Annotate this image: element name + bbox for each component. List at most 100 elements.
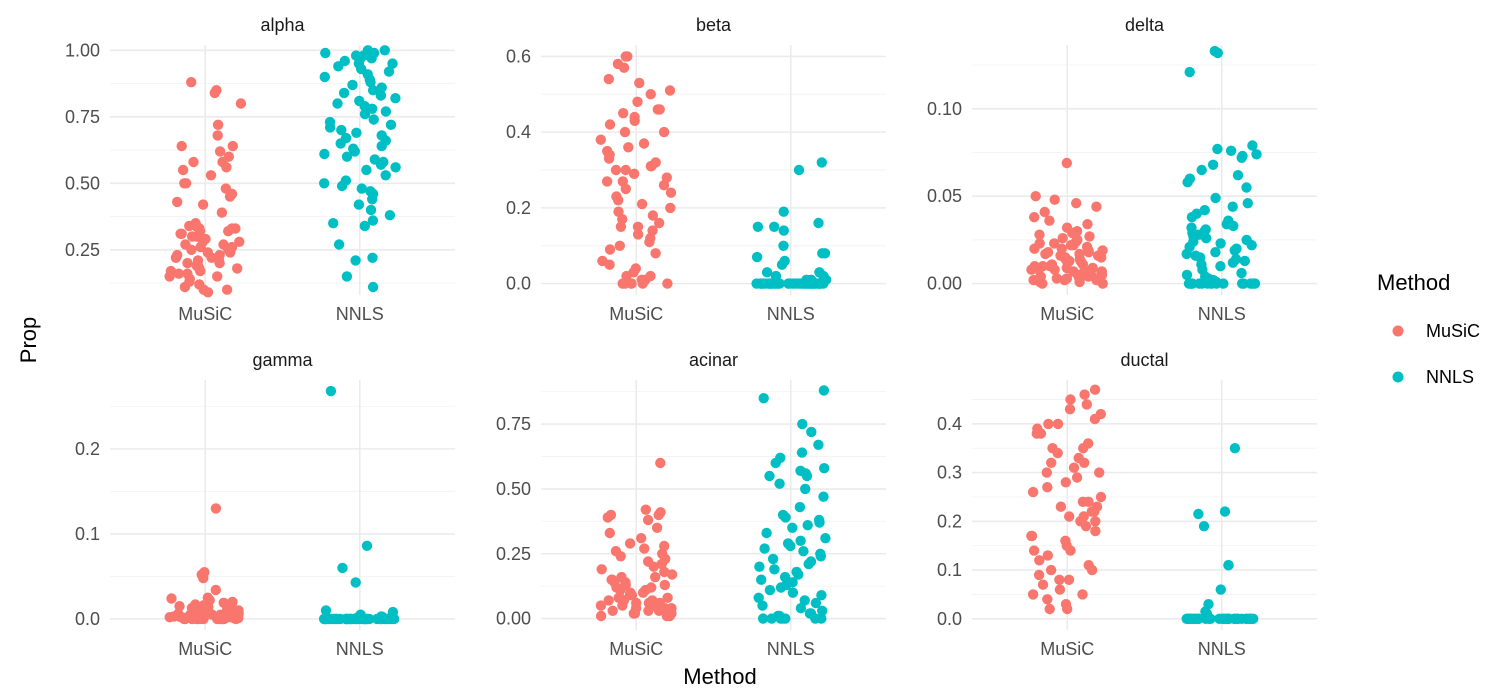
data-point-nnls — [1227, 257, 1239, 268]
data-point-music — [1043, 418, 1054, 430]
data-point-nnls — [333, 239, 345, 250]
y-tick-label: 0.0 — [937, 609, 962, 629]
data-point-music — [665, 202, 676, 214]
data-point-music — [1029, 243, 1040, 254]
data-point-music — [656, 558, 667, 570]
data-point-music — [188, 156, 199, 168]
data-point-music — [1091, 201, 1102, 212]
data-point-music — [164, 271, 175, 282]
data-point-music — [1086, 564, 1098, 576]
data-point-nnls — [375, 90, 387, 101]
data-point-nnls — [359, 220, 370, 232]
data-point-nnls — [336, 180, 348, 192]
data-point-music — [214, 146, 226, 157]
data-point-music — [216, 207, 228, 218]
y-tick-label: 0.25 — [496, 544, 531, 564]
data-point-music — [613, 195, 624, 206]
data-point-nnls — [385, 119, 397, 130]
data-point-music — [643, 605, 654, 616]
data-point-music — [1040, 248, 1051, 260]
data-point-music — [1028, 545, 1040, 556]
data-point-nnls — [1221, 613, 1232, 624]
data-point-music — [1068, 462, 1080, 473]
data-point-nnls — [797, 418, 808, 430]
data-point-nnls — [814, 517, 825, 528]
data-point-music — [629, 608, 641, 619]
data-point-music — [659, 579, 670, 591]
data-point-music — [1089, 506, 1100, 517]
data-point-nnls — [367, 215, 379, 226]
data-point-nnls — [350, 577, 361, 588]
data-point-nnls — [780, 512, 791, 523]
data-point-nnls — [793, 164, 805, 176]
facet-ductal: ductal 0.0 0.1 0.2 0.3 0.4 MuSiC NNLS — [937, 350, 1317, 659]
data-point-music — [221, 284, 233, 295]
data-point-music — [1046, 457, 1057, 468]
data-point-music — [1083, 247, 1095, 258]
data-point-nnls — [1229, 613, 1240, 624]
data-point-nnls — [767, 553, 779, 565]
data-point-music — [661, 610, 672, 622]
legend-label-nnls: NNLS — [1426, 367, 1474, 387]
facet-title: gamma — [252, 350, 313, 370]
y-tick-label: 1.00 — [65, 40, 100, 60]
data-point-nnls — [1227, 201, 1238, 212]
data-point-nnls — [766, 613, 777, 624]
data-point-music — [1071, 472, 1083, 483]
data-point-music — [1071, 198, 1082, 209]
data-point-music — [1042, 482, 1053, 493]
data-point-nnls — [806, 426, 817, 438]
data-point-nnls — [1181, 248, 1192, 260]
data-point-nnls — [775, 582, 787, 593]
x-tick-label: NNLS — [1198, 304, 1246, 324]
data-point-music — [615, 221, 627, 232]
data-point-nnls — [328, 218, 339, 229]
data-point-music — [618, 108, 629, 119]
data-point-nnls — [1215, 238, 1226, 249]
data-point-music — [186, 613, 198, 625]
data-point-nnls — [817, 605, 828, 616]
data-point-music — [1051, 273, 1063, 284]
y-tick-label: 0.75 — [65, 107, 100, 127]
data-point-music — [178, 613, 190, 625]
data-point-music — [662, 592, 673, 603]
data-point-nnls — [1247, 140, 1258, 151]
data-point-nnls — [1236, 152, 1247, 163]
data-point-music — [620, 183, 631, 195]
data-point-music — [648, 561, 659, 572]
data-point-music — [1080, 521, 1092, 532]
data-point-nnls — [349, 146, 360, 157]
data-point-music — [1030, 191, 1041, 202]
data-point-music — [624, 538, 636, 549]
data-point-nnls — [795, 603, 807, 614]
data-point-nnls — [779, 571, 791, 583]
y-tick-label: 0.3 — [937, 463, 962, 483]
data-point-nnls — [816, 157, 827, 168]
y-axis-title: Prop — [16, 317, 41, 363]
data-point-music — [210, 503, 222, 514]
data-point-nnls — [752, 221, 764, 232]
data-point-music — [1039, 206, 1050, 218]
y-tick-label: 0.0 — [75, 609, 100, 629]
data-point-nnls — [359, 613, 370, 625]
data-point-music — [1044, 603, 1055, 615]
data-point-music — [1077, 589, 1088, 600]
data-point-nnls — [337, 562, 348, 574]
data-point-music — [214, 257, 225, 269]
data-point-music — [607, 605, 618, 616]
data-point-music — [1082, 219, 1093, 230]
data-point-music — [1026, 530, 1037, 542]
data-point-music — [1033, 569, 1045, 581]
data-point-nnls — [753, 592, 764, 603]
y-tick-label: 0.4 — [937, 414, 962, 434]
data-point-nnls — [794, 501, 806, 513]
data-point-music — [647, 210, 659, 221]
data-point-nnls — [1201, 233, 1212, 244]
data-point-music — [198, 613, 209, 625]
data-point-music — [618, 62, 630, 73]
y-tick-label: 0.50 — [65, 173, 100, 193]
data-point-music — [224, 191, 236, 202]
facets-layer: alpha 0.25 0.50 0.75 1.00 MuSiC NNLS beta 0.0 0.2… — [65, 15, 1317, 659]
data-point-music — [604, 244, 616, 255]
y-tick-label: 0.00 — [927, 274, 962, 294]
